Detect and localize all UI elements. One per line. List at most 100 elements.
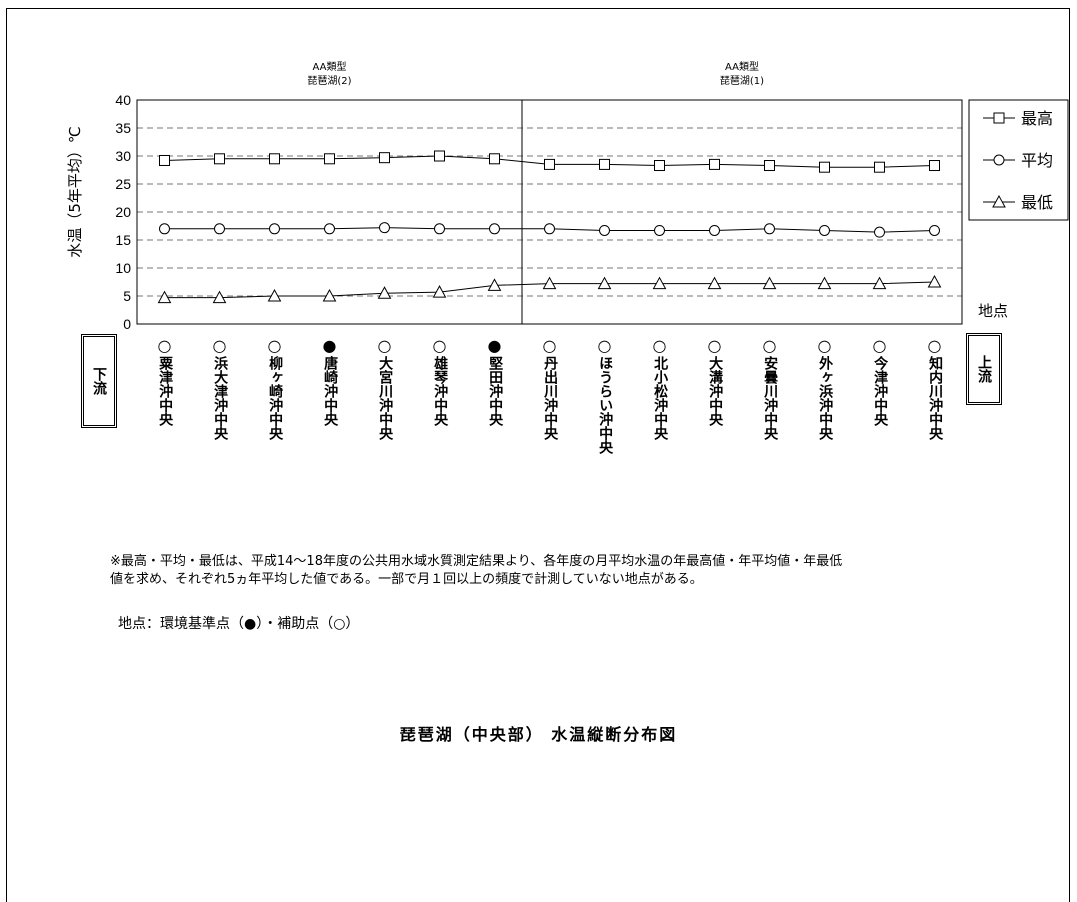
data-point-triangle [432, 285, 447, 298]
station-marker: ○ [763, 336, 777, 355]
y-tick-label: 10 [115, 260, 131, 276]
station-name: 丹出川沖中央 [542, 356, 559, 440]
footnote-line-2: 値を求め、それぞれ5ヵ年平均した値である。一部で月１回以上の頻度で計測していない… [110, 572, 703, 587]
station-name: 大宮川沖中央 [377, 356, 394, 440]
station-marker-legend: 地点：環境基準点（●）・補助点（○） [118, 616, 360, 632]
data-point-circle [819, 224, 830, 236]
station-marker: ● [488, 336, 502, 355]
y-tick-label: 40 [115, 92, 131, 108]
station-name: 粟津沖中央 [157, 356, 174, 426]
section-type-label: AA類型 [313, 60, 347, 73]
data-point-circle [544, 223, 555, 235]
data-point-square [434, 150, 445, 162]
station-marker: ○ [653, 336, 667, 355]
data-point-triangle [872, 276, 887, 290]
data-point-square [709, 158, 720, 170]
data-point-triangle [487, 278, 502, 291]
downstream-label: 下流 [91, 367, 107, 395]
data-point-square [269, 153, 280, 165]
data-point-circle [434, 223, 445, 235]
data-point-circle [993, 154, 1005, 166]
section-name-label: 琵琶湖(2) [307, 75, 351, 87]
station-marker: ○ [158, 336, 172, 355]
station-marker: ○ [543, 336, 557, 355]
data-point-circle [269, 223, 280, 235]
legend-label: 最低 [1021, 193, 1053, 212]
y-tick-label: 25 [115, 176, 131, 192]
station-name: ほうらい沖中央 [597, 356, 614, 454]
station-name: 外ヶ浜沖中央 [817, 356, 834, 440]
y-tick-label: 20 [115, 204, 131, 220]
data-point-triangle [157, 290, 172, 304]
station-name: 安曇川沖中央 [762, 356, 779, 440]
y-tick-label: 35 [115, 120, 131, 136]
data-point-square [159, 154, 170, 166]
station-marker: ○ [378, 336, 392, 355]
page-frame [6, 8, 1070, 902]
station-marker: ● [323, 336, 337, 355]
station-marker: ○ [708, 336, 722, 355]
station-name: 浜大津沖中央 [212, 356, 229, 440]
y-tick-label: 0 [123, 316, 131, 332]
section-name-label: 琵琶湖(1) [720, 75, 764, 87]
data-point-circle [709, 224, 720, 236]
legend-label: 平均 [1021, 151, 1053, 170]
data-point-triangle [652, 276, 667, 290]
station-marker: ○ [818, 336, 832, 355]
data-point-circle [489, 223, 500, 235]
y-axis-label: 水温（5年平均）℃ [66, 126, 84, 257]
data-point-square [929, 160, 940, 172]
data-point-square [764, 160, 775, 172]
upstream-label-box: 上流 [966, 333, 1002, 405]
data-point-triangle [212, 290, 227, 304]
station-marker: ○ [213, 336, 227, 355]
data-point-circle [874, 226, 885, 238]
data-point-circle [764, 223, 775, 235]
data-point-circle [159, 223, 170, 235]
data-point-triangle [322, 288, 337, 302]
figure-caption: 琵琶湖（中央部） 水温縦断分布図 [399, 725, 678, 744]
station-name: 今津沖中央 [872, 356, 889, 426]
data-point-square [544, 158, 555, 170]
station-marker: ○ [268, 336, 282, 355]
station-name: 知内川沖中央 [927, 356, 944, 440]
station-name: 大溝沖中央 [707, 356, 724, 426]
data-point-square [654, 160, 665, 172]
data-point-square [819, 161, 830, 173]
station-name: 北小松沖中央 [652, 356, 669, 440]
data-point-triangle [707, 276, 722, 290]
downstream-label-box: 下流 [81, 334, 117, 428]
legend-label: 最高 [1021, 109, 1053, 128]
data-point-triangle [992, 194, 1006, 208]
data-point-square [324, 153, 335, 165]
y-tick-label: 30 [115, 148, 131, 164]
data-point-triangle [267, 288, 282, 302]
data-point-circle [214, 223, 225, 235]
station-name: 柳ヶ崎沖中央 [267, 356, 284, 440]
plot-area [136, 99, 963, 325]
station-marker: ○ [433, 336, 447, 355]
upstream-label: 上流 [976, 355, 992, 383]
data-point-triangle [542, 276, 557, 290]
data-point-square [874, 161, 885, 173]
section-type-label: AA類型 [725, 60, 759, 73]
y-tick-label: 15 [115, 232, 131, 248]
data-point-circle [599, 224, 610, 236]
data-point-circle [379, 222, 390, 234]
data-point-square [993, 112, 1005, 124]
station-marker: ○ [928, 336, 942, 355]
data-point-circle [324, 223, 335, 235]
station-name: 唐崎沖中央 [322, 356, 339, 426]
station-name: 雄琴沖中央 [432, 356, 449, 426]
x-axis-name: 地点 [978, 302, 1008, 320]
y-tick-label: 5 [123, 288, 131, 304]
data-point-triangle [597, 276, 612, 290]
data-point-square [379, 152, 390, 164]
data-point-triangle [377, 286, 392, 299]
station-marker: ○ [873, 336, 887, 355]
data-point-triangle [927, 274, 942, 288]
station-name: 堅田沖中央 [487, 356, 504, 426]
footnote-line-1: ※最高・平均・最低は、平成14～18年度の公共用水域水質測定結果より、各年度の月… [110, 554, 843, 569]
station-marker: ○ [598, 336, 612, 355]
